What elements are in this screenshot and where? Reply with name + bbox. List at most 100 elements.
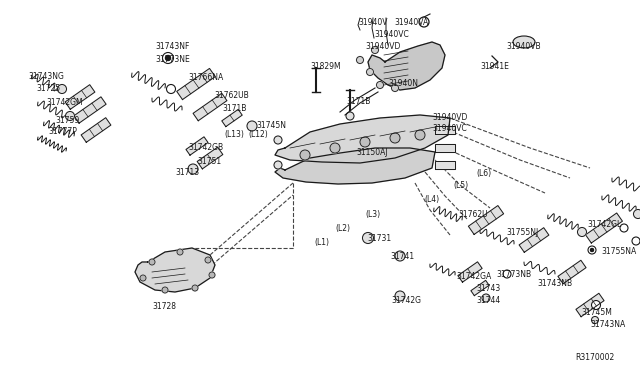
Text: 31743NA: 31743NA — [590, 320, 625, 329]
Polygon shape — [197, 147, 223, 169]
Text: 31743NB: 31743NB — [537, 279, 572, 288]
Text: 31940VD: 31940VD — [432, 113, 467, 122]
Text: (L12): (L12) — [248, 130, 268, 139]
Text: (L2): (L2) — [335, 224, 350, 233]
Text: 31762UB: 31762UB — [214, 91, 249, 100]
Polygon shape — [519, 228, 549, 252]
Circle shape — [390, 133, 400, 143]
Text: 31742G: 31742G — [391, 296, 421, 305]
Polygon shape — [435, 161, 455, 169]
Circle shape — [274, 136, 282, 144]
Text: 31773NB: 31773NB — [496, 270, 531, 279]
Text: 31743NG: 31743NG — [28, 72, 64, 81]
Polygon shape — [135, 248, 215, 292]
Polygon shape — [435, 144, 455, 152]
Text: 31745N: 31745N — [256, 121, 286, 130]
Circle shape — [166, 55, 170, 61]
Text: 31773NE: 31773NE — [155, 55, 189, 64]
Text: 31940VD: 31940VD — [365, 42, 401, 51]
Circle shape — [188, 164, 198, 174]
Polygon shape — [275, 115, 450, 163]
Circle shape — [588, 246, 596, 254]
Text: 31150AJ: 31150AJ — [356, 148, 388, 157]
Text: 31731: 31731 — [367, 234, 391, 243]
Text: 31755NJ: 31755NJ — [506, 228, 538, 237]
Text: 31755NA: 31755NA — [601, 247, 636, 256]
Text: 31741: 31741 — [390, 252, 414, 261]
Text: 31829M: 31829M — [310, 62, 340, 71]
Circle shape — [634, 209, 640, 218]
Circle shape — [140, 275, 146, 281]
Text: (L5): (L5) — [453, 181, 468, 190]
Polygon shape — [586, 213, 623, 243]
Polygon shape — [74, 97, 106, 123]
Text: 31728: 31728 — [152, 302, 176, 311]
Text: 31743: 31743 — [476, 284, 500, 293]
Circle shape — [419, 17, 429, 27]
Circle shape — [192, 285, 198, 291]
Text: 31742GB: 31742GB — [188, 143, 223, 152]
Text: 31743NF: 31743NF — [155, 42, 189, 51]
Circle shape — [346, 112, 354, 120]
Text: 31940V: 31940V — [358, 18, 387, 27]
Polygon shape — [576, 293, 604, 317]
Polygon shape — [458, 262, 482, 282]
Text: R3170002: R3170002 — [575, 353, 614, 362]
Circle shape — [356, 57, 364, 64]
Circle shape — [58, 84, 67, 93]
Circle shape — [300, 150, 310, 160]
Circle shape — [330, 143, 340, 153]
Text: 3171B: 3171B — [222, 104, 246, 113]
Text: 31713: 31713 — [175, 168, 199, 177]
Circle shape — [620, 224, 628, 232]
Circle shape — [376, 81, 383, 89]
Circle shape — [591, 301, 600, 310]
Polygon shape — [471, 280, 489, 296]
Text: (L6): (L6) — [476, 169, 491, 178]
Circle shape — [632, 237, 640, 245]
Polygon shape — [468, 206, 504, 234]
Circle shape — [591, 317, 598, 324]
Text: 31941E: 31941E — [480, 62, 509, 71]
Text: 31742GM: 31742GM — [46, 98, 83, 107]
Polygon shape — [368, 42, 445, 90]
Text: 31940VA: 31940VA — [394, 18, 428, 27]
Text: 31940VC: 31940VC — [432, 124, 467, 133]
Text: 31725: 31725 — [36, 84, 60, 93]
Text: 31745M: 31745M — [581, 308, 612, 317]
Text: (L1): (L1) — [314, 238, 329, 247]
Circle shape — [162, 287, 168, 293]
Polygon shape — [222, 109, 242, 126]
Polygon shape — [81, 118, 111, 142]
Text: 3171B: 3171B — [346, 97, 371, 106]
Polygon shape — [275, 148, 435, 184]
Polygon shape — [186, 137, 208, 155]
Text: 31940N: 31940N — [388, 79, 418, 88]
Circle shape — [503, 270, 511, 278]
Text: (L4): (L4) — [424, 195, 439, 204]
Polygon shape — [65, 85, 95, 109]
Text: 31742GA: 31742GA — [456, 272, 492, 281]
Text: 31940VC: 31940VC — [374, 30, 409, 39]
Polygon shape — [435, 126, 455, 134]
Circle shape — [395, 251, 405, 261]
Circle shape — [166, 84, 175, 93]
Circle shape — [392, 84, 399, 92]
Text: 31744: 31744 — [476, 296, 500, 305]
Circle shape — [415, 130, 425, 140]
Circle shape — [482, 294, 490, 302]
Circle shape — [274, 161, 282, 169]
Text: 31766NA: 31766NA — [188, 73, 223, 82]
Circle shape — [209, 272, 215, 278]
Circle shape — [577, 228, 586, 237]
Text: 31742GL: 31742GL — [587, 220, 621, 229]
Text: 31762U: 31762U — [458, 210, 488, 219]
Polygon shape — [193, 93, 227, 121]
Circle shape — [360, 137, 370, 147]
Circle shape — [362, 232, 374, 244]
Polygon shape — [558, 260, 586, 284]
Text: (L13): (L13) — [224, 130, 244, 139]
Polygon shape — [177, 68, 215, 100]
Circle shape — [367, 68, 374, 76]
Text: 31777P: 31777P — [48, 127, 77, 136]
